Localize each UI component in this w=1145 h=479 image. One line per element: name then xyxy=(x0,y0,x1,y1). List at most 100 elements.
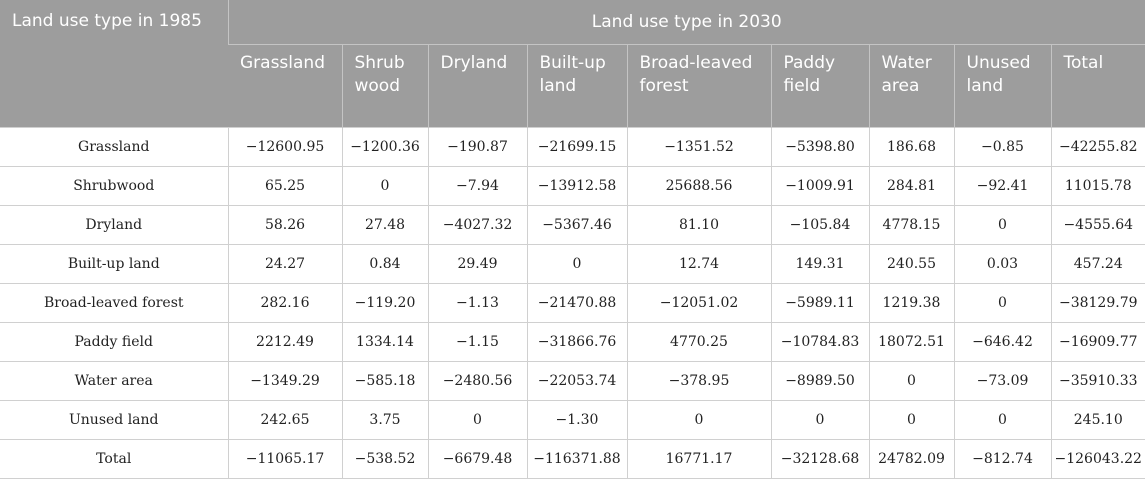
table-cell: −12051.02 xyxy=(626,283,771,323)
column-header-text: Built-up xyxy=(539,53,606,73)
table-cell: −12600.95 xyxy=(227,127,342,167)
table-cell: −6679.48 xyxy=(427,439,527,479)
table-cell: 11015.78 xyxy=(1050,166,1145,206)
table-cell: −1349.29 xyxy=(227,361,342,401)
table-cell: 65.25 xyxy=(227,166,342,206)
row-label: Total xyxy=(0,439,228,479)
table-cell: 284.81 xyxy=(868,166,954,206)
table-cell: −42255.82 xyxy=(1050,127,1145,167)
column-header: Total xyxy=(1050,44,1145,128)
table-cell: −16909.77 xyxy=(1050,322,1145,362)
row-label: Broad-leaved forest xyxy=(0,283,228,323)
table-cell: 24782.09 xyxy=(868,439,954,479)
column-header: Broad-leaved forest xyxy=(626,44,771,128)
row-label: Water area xyxy=(0,361,228,401)
table-cell: 58.26 xyxy=(227,205,342,245)
table-cell: −21470.88 xyxy=(526,283,627,323)
table-cell: −1009.91 xyxy=(770,166,869,206)
table-cell: −105.84 xyxy=(770,205,869,245)
table-cell: −92.41 xyxy=(953,166,1051,206)
table-cell: −119.20 xyxy=(341,283,428,323)
table-cell: 240.55 xyxy=(868,244,954,284)
table-cell: 16771.17 xyxy=(626,439,771,479)
table-cell: −32128.68 xyxy=(770,439,869,479)
table-cell: −1200.36 xyxy=(341,127,428,167)
column-header-text: Unused xyxy=(966,53,1031,73)
table-cell: 0 xyxy=(953,205,1051,245)
table-cell: 1334.14 xyxy=(341,322,428,362)
table-cell: −21699.15 xyxy=(526,127,627,167)
table-cell: −7.94 xyxy=(427,166,527,206)
column-header-text: wood xyxy=(354,76,401,96)
table-cell: 245.10 xyxy=(1050,400,1145,440)
table-cell: 282.16 xyxy=(227,283,342,323)
row-label: Shrubwood xyxy=(0,166,228,206)
table-cell: −5367.46 xyxy=(526,205,627,245)
table-body: Grassland −12600.95 −1200.36 −190.87 −21699.… xyxy=(0,127,1145,479)
column-header: Water area xyxy=(868,44,954,128)
table-cell: 27.48 xyxy=(341,205,428,245)
table-cell: 24.27 xyxy=(227,244,342,284)
table-cell: 0.03 xyxy=(953,244,1051,284)
table-cell: 0 xyxy=(868,400,954,440)
column-header-text: area xyxy=(881,76,920,96)
column-header-text: field xyxy=(783,76,821,96)
table-cell: 0.84 xyxy=(341,244,428,284)
table-cell: 12.74 xyxy=(626,244,771,284)
table-cell: −31866.76 xyxy=(526,322,627,362)
column-header: Paddy field xyxy=(770,44,869,128)
table-cell: 242.65 xyxy=(227,400,342,440)
table-cell: −646.42 xyxy=(953,322,1051,362)
table-cell: 457.24 xyxy=(1050,244,1145,284)
table-cell: −1351.52 xyxy=(626,127,771,167)
table-row: Total −11065.17 −538.52 −6679.48 −116371.88 1… xyxy=(0,439,1145,479)
table-cell: −73.09 xyxy=(953,361,1051,401)
group-header: Land use type in 2030 xyxy=(227,0,1145,45)
table-cell: 3.75 xyxy=(341,400,428,440)
column-header-text: Grassland xyxy=(240,53,325,73)
corner-header: Land use type in 1985 xyxy=(0,0,228,128)
table-cell: −378.95 xyxy=(626,361,771,401)
table-cell: 0 xyxy=(626,400,771,440)
table-cell: −4027.32 xyxy=(427,205,527,245)
table-cell: 0 xyxy=(427,400,527,440)
table-row: Water area −1349.29 −585.18 −2480.56 −22053.… xyxy=(0,361,1145,401)
table-cell: 149.31 xyxy=(770,244,869,284)
column-header-text: Broad-leaved xyxy=(639,53,753,73)
table-cell: −2480.56 xyxy=(427,361,527,401)
column-header-text: land xyxy=(539,76,577,96)
table-cell: 0 xyxy=(953,400,1051,440)
table-cell: 18072.51 xyxy=(868,322,954,362)
table-cell: −116371.88 xyxy=(526,439,627,479)
table-cell: −5398.80 xyxy=(770,127,869,167)
table-row: Unused land 242.65 3.75 0 −1.30 0 0 0 0 245.10 xyxy=(0,400,1145,440)
table-cell: −10784.83 xyxy=(770,322,869,362)
table-cell: 4778.15 xyxy=(868,205,954,245)
table-cell: 4770.25 xyxy=(626,322,771,362)
row-label: Grassland xyxy=(0,127,228,167)
column-header-text: Water xyxy=(881,53,932,73)
table-cell: −126043.22 xyxy=(1050,439,1145,479)
table-cell: 0 xyxy=(868,361,954,401)
column-header: Shrub wood xyxy=(341,44,428,128)
column-header: Unused land xyxy=(953,44,1051,128)
table-row: Dryland 58.26 27.48 −4027.32 −5367.46 81.10 −1… xyxy=(0,205,1145,245)
table-cell: 0 xyxy=(526,244,627,284)
column-header: Grassland xyxy=(228,44,342,128)
column-header-text: Paddy xyxy=(783,53,836,73)
table-cell: −585.18 xyxy=(341,361,428,401)
table-header: Land use type in 1985 Land use type in 2… xyxy=(0,0,1145,128)
table-row: Built-up land 24.27 0.84 29.49 0 12.74 149.31 2… xyxy=(0,244,1145,284)
column-header-text: Total xyxy=(1063,53,1104,73)
table-row: Shrubwood 65.25 0 −7.94 −13912.58 25688.56 −10… xyxy=(0,166,1145,206)
table-cell: 1219.38 xyxy=(868,283,954,323)
row-label: Unused land xyxy=(0,400,228,440)
column-header-text: forest xyxy=(639,76,689,96)
column-header: Built-up land xyxy=(526,44,627,128)
table-cell: 186.68 xyxy=(868,127,954,167)
table-cell: −22053.74 xyxy=(526,361,627,401)
table-cell: −35910.33 xyxy=(1050,361,1145,401)
row-label: Built-up land xyxy=(0,244,228,284)
table-cell: 2212.49 xyxy=(227,322,342,362)
row-label: Paddy field xyxy=(0,322,228,362)
